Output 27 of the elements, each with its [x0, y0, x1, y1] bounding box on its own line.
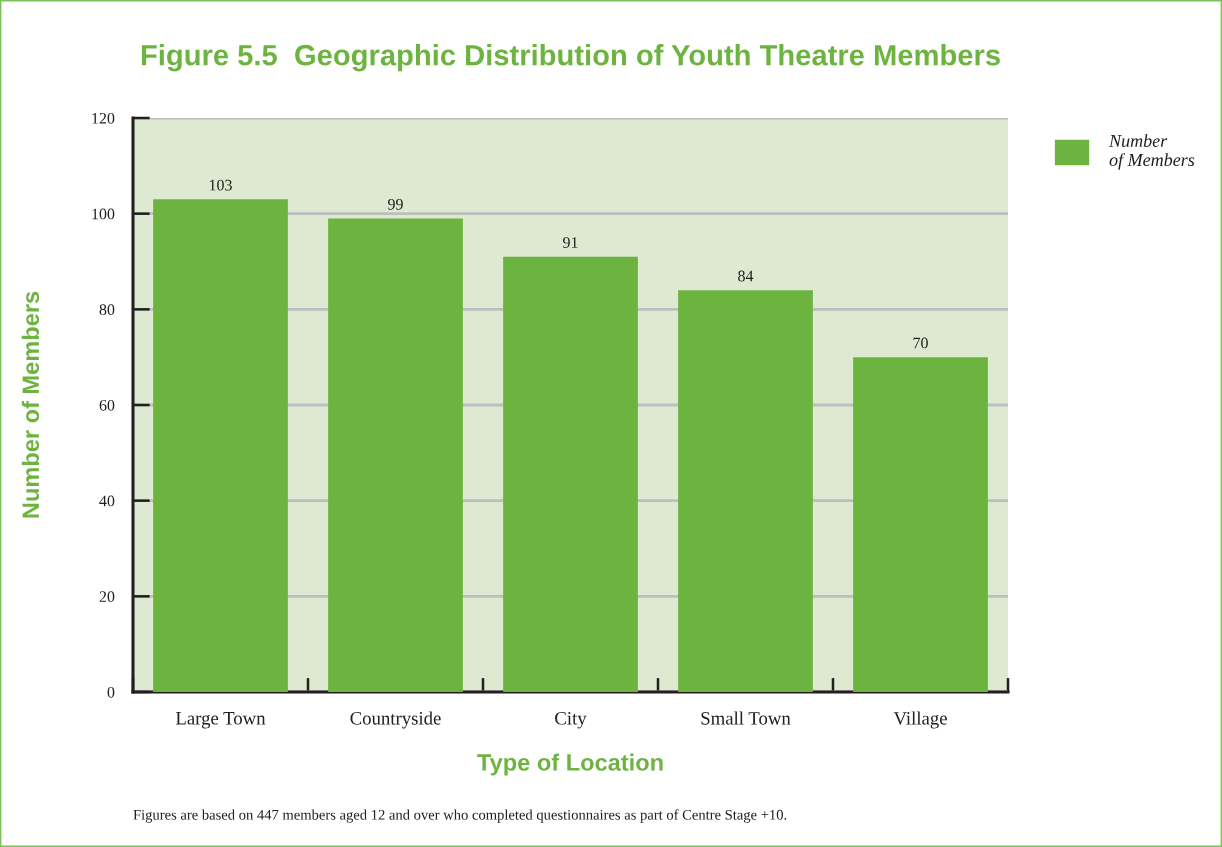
bar [153, 199, 288, 692]
bar [853, 357, 988, 692]
y-axis-title: Number of Members [21, 291, 40, 518]
y-tick-label: 120 [92, 112, 115, 124]
x-tick-label: Village [893, 711, 947, 729]
y-tick-label: 0 [107, 686, 115, 698]
y-tick-label: 60 [99, 399, 115, 411]
text: Figures are based on 447 members aged 12 and over who completed questionnaires as part of Centre Stage +10. [133, 809, 787, 823]
data-label: 103 [209, 179, 232, 191]
x-axis-title: Type of Location [477, 753, 663, 776]
bar [678, 290, 813, 692]
y-tick-label: 80 [99, 304, 115, 316]
x-tick-label: City [555, 711, 587, 729]
x-tick-label: Countryside [350, 711, 441, 729]
bar [503, 256, 638, 692]
data-label: 91 [563, 237, 578, 248]
legend-label: Number of Members [1108, 134, 1195, 170]
data-label: 70 [913, 337, 928, 349]
y-tick-label: 20 [99, 591, 115, 603]
y-tick-label: 40 [99, 495, 115, 507]
data-label: 84 [738, 270, 754, 282]
chart-title: Figure 5.5 Geographic Distribution of Youth Theatre Members [141, 44, 1000, 72]
x-tick-label: Large Town [175, 712, 266, 729]
data-label: 99 [388, 198, 403, 210]
bar [328, 218, 463, 692]
x-tick-label: Small Town [701, 711, 791, 725]
y-tick-label: 100 [92, 208, 115, 220]
